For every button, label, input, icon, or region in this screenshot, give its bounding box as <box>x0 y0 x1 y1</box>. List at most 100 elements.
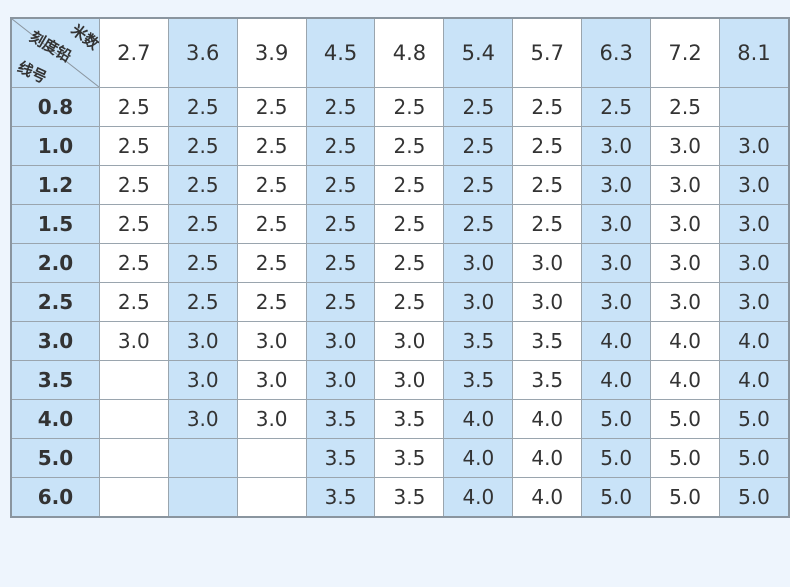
cell: 5.0 <box>581 438 652 478</box>
cell: 3.0 <box>650 204 721 244</box>
cell: 5.0 <box>581 477 652 518</box>
cell: 3.0 <box>512 282 583 322</box>
cell: 2.5 <box>236 243 307 283</box>
cell: 3.0 <box>236 321 307 361</box>
cell: 3.0 <box>650 126 721 166</box>
row: 5.0 3.5 3.5 4.0 4.0 5.0 5.0 5.0 <box>10 438 790 478</box>
row-label: 4.0 <box>10 399 100 439</box>
cell: 2.5 <box>98 204 169 244</box>
cell: 3.0 <box>374 360 445 400</box>
cell: 3.0 <box>719 165 790 205</box>
cell: 2.5 <box>236 87 307 127</box>
cell: 2.5 <box>374 204 445 244</box>
cell: 2.5 <box>443 87 514 127</box>
row: 2.5 2.5 2.5 2.5 2.5 2.5 3.0 3.0 3.0 3.0 3.0 <box>10 282 790 322</box>
cell: 3.0 <box>581 282 652 322</box>
corner-cell: 米数 刻度铅 线号 <box>10 17 100 88</box>
cell: 4.0 <box>650 360 721 400</box>
cell: 2.5 <box>374 282 445 322</box>
corner-bottom: 线号 <box>15 58 50 87</box>
cell <box>167 438 238 478</box>
cell: 5.0 <box>581 399 652 439</box>
row-label: 6.0 <box>10 477 100 518</box>
cell: 3.0 <box>443 282 514 322</box>
cell: 3.0 <box>719 282 790 322</box>
cell: 3.0 <box>236 399 307 439</box>
row: 1.2 2.5 2.5 2.5 2.5 2.5 2.5 2.5 3.0 3.0 3.0 <box>10 165 790 205</box>
cell: 3.5 <box>305 477 376 518</box>
cell: 2.5 <box>167 165 238 205</box>
cell: 2.5 <box>167 282 238 322</box>
cell: 2.5 <box>305 165 376 205</box>
cell: 3.5 <box>443 360 514 400</box>
cell: 4.0 <box>512 477 583 518</box>
cell: 3.5 <box>512 360 583 400</box>
cell: 2.5 <box>98 165 169 205</box>
column-header: 7.2 <box>650 17 721 88</box>
cell: 5.0 <box>719 477 790 518</box>
cell: 2.5 <box>305 282 376 322</box>
cell: 2.5 <box>374 126 445 166</box>
cell: 2.5 <box>305 126 376 166</box>
cell: 2.5 <box>236 204 307 244</box>
cell: 4.0 <box>443 438 514 478</box>
cell: 2.5 <box>512 204 583 244</box>
column-header: 6.3 <box>581 17 652 88</box>
column-header: 5.4 <box>443 17 514 88</box>
row-label: 2.5 <box>10 282 100 322</box>
cell: 3.0 <box>167 321 238 361</box>
column-header: 5.7 <box>512 17 583 88</box>
cell: 2.5 <box>512 165 583 205</box>
cell: 2.5 <box>650 87 721 127</box>
cell: 2.5 <box>512 126 583 166</box>
cell: 4.0 <box>443 477 514 518</box>
row-label: 1.2 <box>10 165 100 205</box>
cell <box>98 477 169 518</box>
cell: 4.0 <box>719 360 790 400</box>
cell: 2.5 <box>374 243 445 283</box>
cell: 3.0 <box>236 360 307 400</box>
row: 1.0 2.5 2.5 2.5 2.5 2.5 2.5 2.5 3.0 3.0 3.0 <box>10 126 790 166</box>
row-label: 1.0 <box>10 126 100 166</box>
cell: 3.0 <box>98 321 169 361</box>
cell <box>98 438 169 478</box>
cell: 2.5 <box>98 126 169 166</box>
cell: 3.0 <box>581 204 652 244</box>
row: 0.8 2.5 2.5 2.5 2.5 2.5 2.5 2.5 2.5 2.5 <box>10 87 790 127</box>
cell: 4.0 <box>443 399 514 439</box>
cell: 2.5 <box>167 87 238 127</box>
column-header: 8.1 <box>719 17 790 88</box>
cell: 3.5 <box>512 321 583 361</box>
cell: 2.5 <box>581 87 652 127</box>
cell: 2.5 <box>98 282 169 322</box>
row-label: 3.0 <box>10 321 100 361</box>
cell: 3.5 <box>374 438 445 478</box>
cell <box>98 360 169 400</box>
cell: 2.5 <box>512 87 583 127</box>
column-header: 4.5 <box>305 17 376 88</box>
cell: 2.5 <box>98 87 169 127</box>
cell: 5.0 <box>650 477 721 518</box>
cell: 3.0 <box>305 360 376 400</box>
column-header: 3.6 <box>167 17 238 88</box>
cell: 3.0 <box>650 243 721 283</box>
cell: 2.5 <box>374 165 445 205</box>
row: 2.0 2.5 2.5 2.5 2.5 2.5 3.0 3.0 3.0 3.0 3.0 <box>10 243 790 283</box>
cell: 2.5 <box>236 126 307 166</box>
cell: 3.0 <box>719 243 790 283</box>
cell: 2.5 <box>443 204 514 244</box>
cell: 4.0 <box>581 321 652 361</box>
column-header: 2.7 <box>98 17 169 88</box>
cell: 3.0 <box>650 282 721 322</box>
cell: 2.5 <box>167 243 238 283</box>
column-header: 4.8 <box>374 17 445 88</box>
cell <box>236 477 307 518</box>
cell: 3.0 <box>650 165 721 205</box>
cell: 5.0 <box>650 438 721 478</box>
row-label: 0.8 <box>10 87 100 127</box>
cell: 3.0 <box>443 243 514 283</box>
cell: 4.0 <box>650 321 721 361</box>
cell: 3.5 <box>374 477 445 518</box>
column-header: 3.9 <box>236 17 307 88</box>
